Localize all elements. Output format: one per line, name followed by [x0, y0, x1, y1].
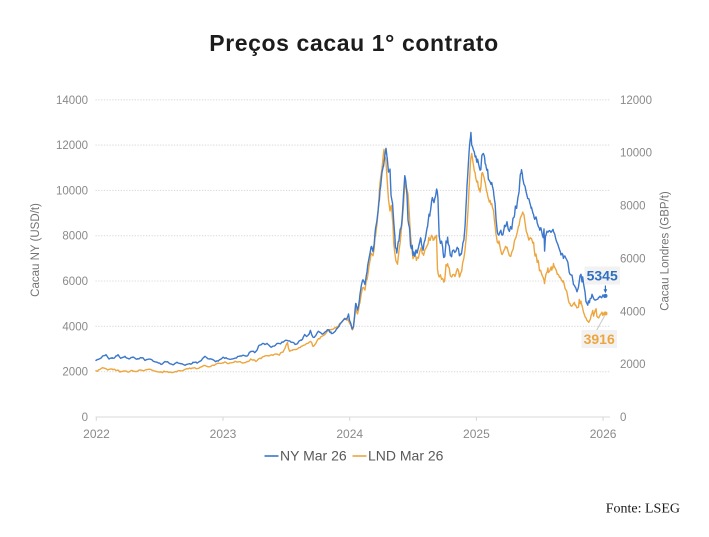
svg-text:4000: 4000	[620, 306, 646, 318]
svg-text:8000: 8000	[62, 231, 88, 243]
svg-text:4000: 4000	[62, 321, 88, 333]
svg-text:2000: 2000	[620, 359, 646, 371]
svg-text:LND Mar 26: LND Mar 26	[368, 448, 444, 464]
svg-text:2025: 2025	[463, 427, 490, 441]
svg-text:6000: 6000	[62, 276, 88, 288]
svg-text:3916: 3916	[584, 331, 615, 347]
svg-text:Cacau Londres (GBP/t): Cacau Londres (GBP/t)	[660, 191, 672, 311]
svg-text:14000: 14000	[56, 95, 88, 107]
svg-text:0: 0	[82, 412, 88, 424]
svg-text:0: 0	[620, 412, 626, 424]
svg-text:NY Mar 26: NY Mar 26	[280, 448, 347, 464]
svg-text:2000: 2000	[62, 367, 88, 379]
svg-text:2026: 2026	[590, 427, 617, 441]
svg-text:6000: 6000	[620, 253, 646, 265]
svg-text:12000: 12000	[56, 140, 88, 152]
svg-text:5345: 5345	[587, 268, 618, 284]
svg-text:Preços cacau 1° contrato: Preços cacau 1° contrato	[209, 30, 499, 56]
svg-text:2024: 2024	[336, 427, 363, 441]
svg-text:2022: 2022	[83, 427, 110, 441]
svg-text:Cacau NY (USD/t): Cacau NY (USD/t)	[30, 203, 42, 297]
svg-text:10000: 10000	[56, 185, 88, 197]
svg-text:10000: 10000	[620, 148, 652, 160]
svg-text:Fonte: LSEG: Fonte: LSEG	[606, 502, 680, 517]
svg-text:2023: 2023	[210, 427, 237, 441]
svg-text:12000: 12000	[620, 95, 652, 107]
svg-text:8000: 8000	[620, 201, 646, 213]
